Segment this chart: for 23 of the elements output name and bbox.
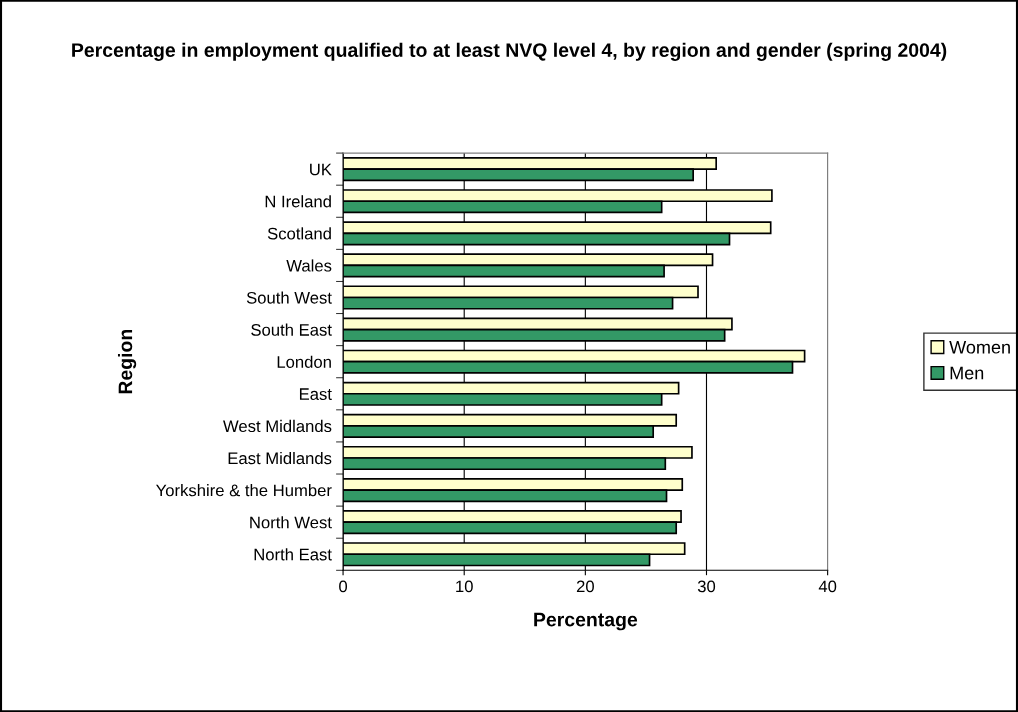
chart-title: Percentage in employment qualified to at least NVQ level 4, by region and gender (spring 2004)	[72, 42, 947, 61]
y-tick-label: North East	[254, 548, 332, 561]
x-axis-title: Percentage	[534, 612, 638, 631]
y-tick-label: North West	[250, 516, 332, 529]
y-tick-label: West Midlands	[223, 419, 332, 433]
y-tick-label: South West	[246, 291, 332, 304]
x-tick-label: 30	[697, 580, 716, 593]
y-tick-label: South East	[251, 323, 332, 336]
legend-label: Men	[950, 366, 984, 380]
x-tick-label: 10	[456, 580, 473, 593]
y-tick-label: Yorkshire & the Humber	[156, 484, 332, 497]
y-tick-label: East Midlands	[228, 451, 332, 465]
legend-label: Women	[949, 341, 1010, 354]
y-tick-label: London	[277, 355, 331, 368]
x-tick-label: 0	[339, 580, 348, 593]
y-tick-label: Wales	[286, 259, 332, 272]
y-tick-label: East	[299, 388, 332, 400]
y-tick-label: Scotland	[267, 227, 331, 240]
x-tick-label: 40	[818, 580, 837, 593]
y-tick-label: UK	[310, 163, 332, 176]
x-tick-label: 20	[576, 580, 594, 593]
y-tick-label: N Ireland	[265, 195, 331, 208]
y-axis-title: Region	[117, 329, 137, 394]
